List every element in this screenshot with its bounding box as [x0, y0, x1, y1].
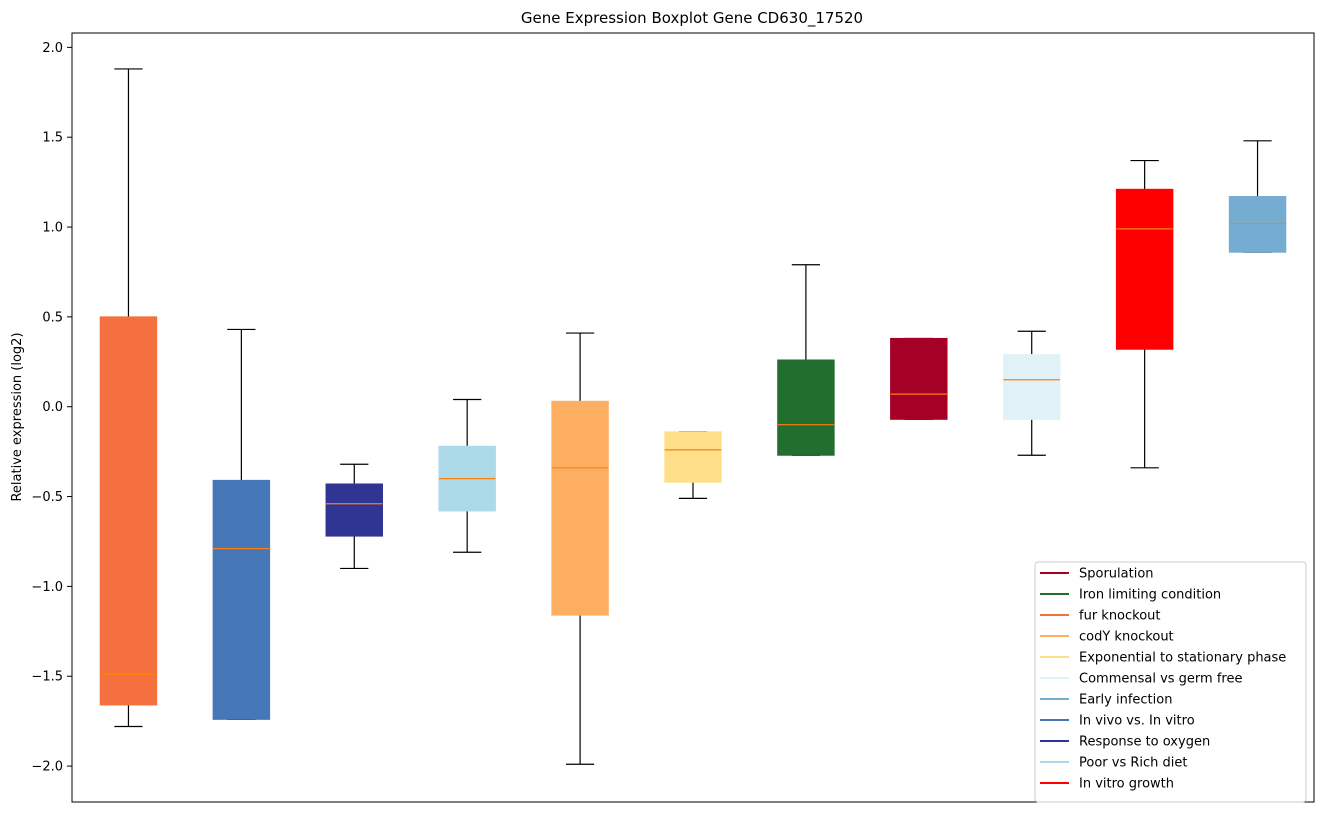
- legend-label: Commensal vs germ free: [1079, 672, 1242, 687]
- legend-entry: Response to oxygen: [1040, 735, 1210, 750]
- box-iqr: [1003, 354, 1061, 420]
- box-iqr: [664, 431, 722, 483]
- box-group: [1228, 140, 1287, 253]
- legend: Sporulation Iron limiting condition fur kn…: [1034, 561, 1307, 803]
- box-iqr: [212, 479, 271, 720]
- legend-entry: Commensal vs germ free: [1040, 672, 1242, 687]
- y-tick-label: −2.0: [31, 760, 63, 775]
- box-iqr: [551, 400, 609, 616]
- y-tick-label: −1.5: [31, 670, 63, 685]
- box-iqr: [890, 337, 948, 420]
- legend-entry: Iron limiting condition: [1040, 588, 1221, 603]
- box-group: [325, 463, 383, 570]
- legend-entry: In vivo vs. In vitro: [1040, 714, 1195, 729]
- legend-entry: In vitro growth: [1040, 777, 1174, 792]
- legend-label: Exponential to stationary phase: [1079, 651, 1286, 666]
- y-tick-label: 2.0: [42, 41, 63, 56]
- y-tick-label: 0.5: [42, 310, 63, 325]
- box-iqr: [1228, 196, 1287, 253]
- legend-label: Poor vs Rich diet: [1079, 756, 1187, 771]
- y-tick-label: −0.5: [31, 490, 63, 505]
- legend-label: Iron limiting condition: [1079, 588, 1221, 603]
- y-tick-label: −1.0: [31, 580, 63, 595]
- box-iqr: [1115, 188, 1174, 350]
- y-tick-label: 1.0: [42, 221, 63, 236]
- legend-label: Sporulation: [1079, 567, 1154, 582]
- y-tick-label: 1.5: [42, 131, 63, 146]
- box-group: [551, 332, 609, 765]
- box-iqr: [777, 359, 835, 456]
- legend-label: In vivo vs. In vitro: [1079, 714, 1195, 729]
- box-group: [438, 398, 496, 553]
- y-tick-label: 0.0: [42, 400, 63, 415]
- box-group: [99, 68, 158, 728]
- box-group: [664, 431, 722, 499]
- chart-title: Gene Expression Boxplot Gene CD630_17520: [521, 9, 863, 28]
- y-axis-label: Relative expression (log2): [10, 332, 25, 501]
- legend-label: fur knockout: [1079, 609, 1161, 624]
- box-iqr: [99, 316, 158, 706]
- box-group: [1115, 159, 1174, 469]
- legend-label: Early infection: [1079, 693, 1172, 708]
- box-iqr: [325, 483, 383, 537]
- legend-entry: codY knockout: [1040, 630, 1174, 645]
- legend-label: In vitro growth: [1079, 777, 1174, 792]
- legend-entry: Sporulation: [1040, 567, 1154, 582]
- axes-frame: [71, 32, 1315, 803]
- box-group: [1003, 330, 1061, 456]
- legend-label: Response to oxygen: [1079, 735, 1210, 750]
- legend-entry: Early infection: [1040, 693, 1172, 708]
- legend-label: codY knockout: [1079, 630, 1174, 645]
- legend-entry: Exponential to stationary phase: [1040, 651, 1286, 666]
- plot-area: 2.0 1.5 1.0 0.5 0.0 −0.5 −1.0 −1.5 −2.0: [31, 32, 1315, 803]
- legend-frame: [1034, 561, 1307, 803]
- legend-entry: Poor vs Rich diet: [1040, 756, 1187, 771]
- box-group: [890, 337, 948, 420]
- box-group: [777, 264, 835, 456]
- box-group: [212, 328, 271, 720]
- legend-entry: fur knockout: [1040, 609, 1161, 624]
